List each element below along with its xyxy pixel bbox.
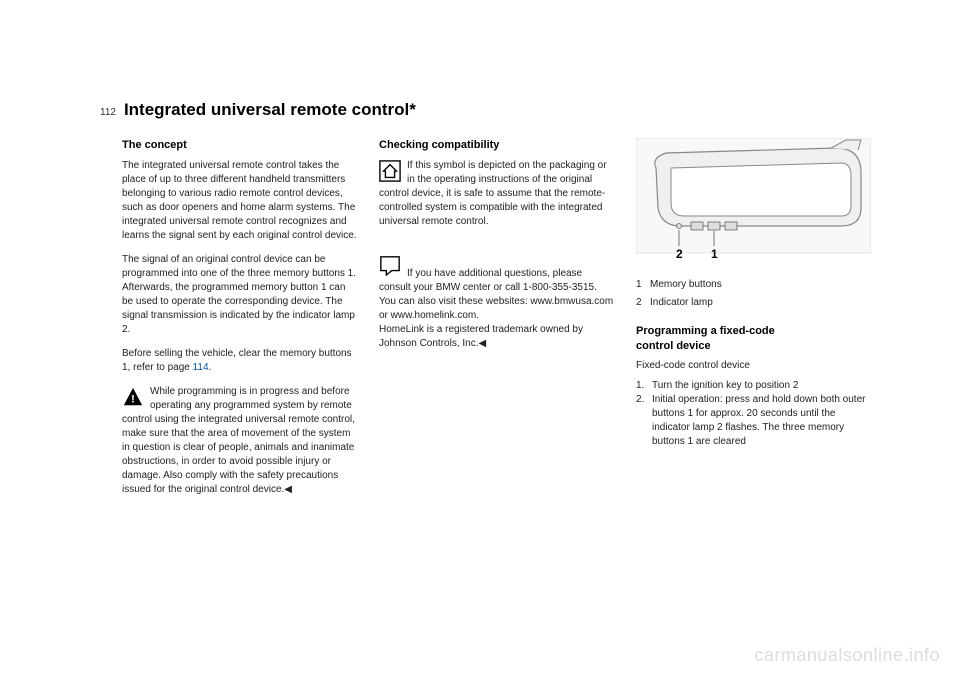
para-fixed: Fixed-code control device	[636, 359, 871, 373]
warning-block: ! While programming is in progress and b…	[122, 385, 357, 497]
svg-text:1: 1	[711, 247, 718, 261]
para-c1-3b: .	[209, 362, 212, 373]
para-c1-3: Before selling the vehicle, clear the me…	[122, 347, 357, 375]
warning-text: While programming is in progress and bef…	[122, 386, 355, 495]
column-2: Checking compatibility If this symbol is…	[379, 138, 614, 507]
mirror-diagram: 2 1	[636, 138, 871, 268]
info-text: If you have additional questions, please…	[379, 268, 613, 349]
para-c1-2: The signal of an original control device…	[122, 253, 357, 337]
programming-list: 1. Turn the ignition key to position 2 2…	[636, 379, 871, 449]
li-num-1: 1.	[636, 379, 652, 393]
info-icon	[379, 254, 401, 276]
legend-2: 2 Indicator lamp	[636, 296, 871, 310]
header: 112 Integrated universal remote control*	[100, 100, 890, 120]
subhead-programming: Programming a fixed-code control device	[636, 324, 871, 355]
legend-1-num: 1	[636, 278, 650, 292]
legend-2-text: Indicator lamp	[650, 296, 713, 310]
house-icon	[379, 160, 401, 182]
page-link-114[interactable]: 114	[193, 362, 209, 373]
subhead-concept: The concept	[122, 138, 357, 153]
li-num-2: 2.	[636, 393, 652, 449]
warning-icon: !	[122, 386, 144, 408]
legend-1-text: Memory buttons	[650, 278, 722, 292]
legend-2-num: 2	[636, 296, 650, 310]
list-item: 1. Turn the ignition key to position 2	[636, 379, 871, 393]
house-text: If this symbol is depicted on the packag…	[379, 160, 607, 227]
li-text-2: Initial operation: press and hold down b…	[652, 393, 871, 449]
svg-text:!: !	[131, 394, 135, 406]
page-number: 112	[100, 107, 116, 118]
legend-1: 1 Memory buttons	[636, 278, 871, 292]
svg-text:2: 2	[676, 247, 683, 261]
watermark: carmanualsonline.info	[754, 645, 940, 666]
subhead-compat: Checking compatibility	[379, 138, 614, 153]
list-item: 2. Initial operation: press and hold dow…	[636, 393, 871, 449]
para-c1-1: The integrated universal remote control …	[122, 159, 357, 243]
column-3: 2 1 1 Memory buttons 2 Indicator lamp Pr…	[636, 138, 871, 507]
li-text-1: Turn the ignition key to position 2	[652, 379, 798, 393]
column-1: The concept The integrated universal rem…	[122, 138, 357, 507]
info-block: If you have additional questions, please…	[379, 239, 614, 351]
columns: The concept The integrated universal rem…	[122, 138, 890, 507]
page-title: Integrated universal remote control*	[124, 100, 416, 120]
para-c1-3a: Before selling the vehicle, clear the me…	[122, 348, 352, 373]
house-block: If this symbol is depicted on the packag…	[379, 159, 614, 229]
page: 112 Integrated universal remote control*…	[0, 0, 960, 527]
